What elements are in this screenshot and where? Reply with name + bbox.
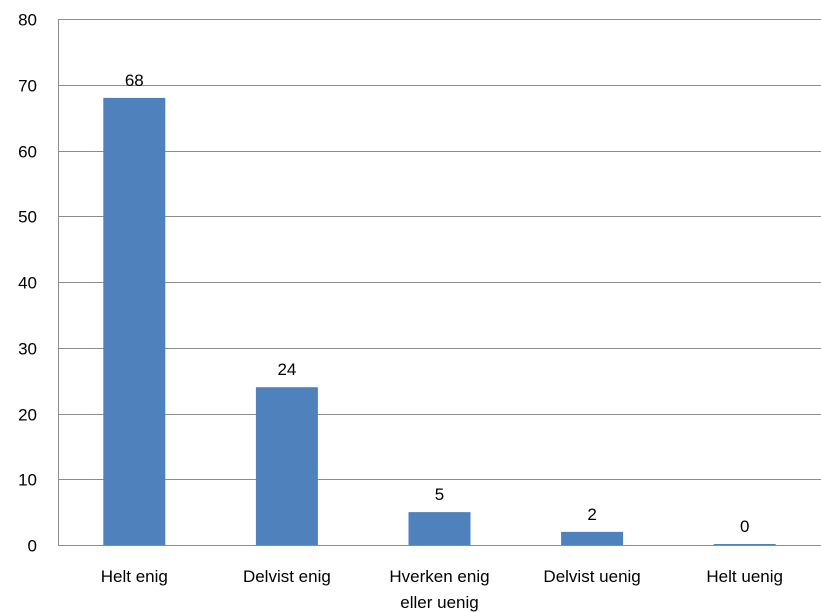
y-tick-label: 40	[18, 274, 37, 293]
x-tick-label: Delvist enig	[243, 567, 331, 586]
bar-1	[103, 98, 165, 545]
gridlines	[58, 20, 821, 480]
bar-5	[714, 544, 776, 545]
y-tick-label: 0	[28, 537, 37, 556]
data-label: 68	[125, 71, 144, 90]
x-axis-labels: Helt enig Delvist enig Hverken enig eller u…	[101, 567, 783, 612]
y-tick-label: 30	[18, 340, 37, 359]
x-tick-label: Hverken enig	[389, 567, 489, 586]
y-tick-label: 20	[18, 406, 37, 425]
bar-4	[561, 532, 623, 545]
y-tick-label: 10	[18, 471, 37, 490]
y-axis-ticks: 0 10 20 30 40 50 60 70 80	[18, 11, 37, 556]
x-tick-label: eller uenig	[400, 593, 478, 612]
data-label: 24	[277, 360, 296, 379]
data-label: 0	[740, 517, 749, 536]
x-tick-label: Helt enig	[101, 567, 168, 586]
data-label: 2	[587, 505, 596, 524]
data-labels: 68 24 5 2 0	[125, 71, 750, 536]
bar-2	[256, 387, 318, 545]
y-tick-label: 80	[18, 11, 37, 30]
x-tick-label: Helt uenig	[706, 567, 783, 586]
x-tick-label: Delvist uenig	[543, 567, 640, 586]
data-label: 5	[435, 485, 444, 504]
bars	[103, 98, 775, 545]
y-tick-label: 70	[18, 77, 37, 96]
y-tick-label: 50	[18, 208, 37, 227]
y-tick-label: 60	[18, 143, 37, 162]
bar-3	[409, 512, 471, 545]
